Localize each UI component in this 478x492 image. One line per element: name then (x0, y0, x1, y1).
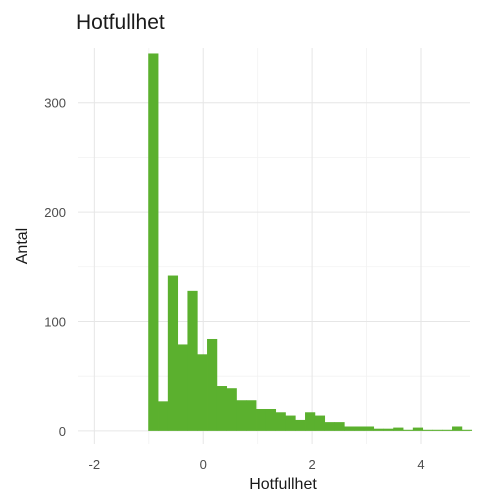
y-tick-label: 100 (44, 314, 66, 329)
histogram-bar (197, 354, 208, 431)
histogram-bar (383, 428, 394, 431)
histogram-bar (167, 275, 179, 431)
histogram-bar (265, 408, 277, 431)
histogram-bar (403, 429, 414, 431)
histogram-bar (236, 400, 247, 431)
x-tick-label: -2 (89, 457, 101, 472)
histogram-bar (148, 53, 159, 431)
histogram-bar (314, 415, 326, 431)
histogram-bar (216, 386, 228, 431)
x-axis-ticks: -2 0 2 4 (89, 457, 425, 472)
histogram-bar (373, 428, 384, 431)
histogram-bar (442, 429, 453, 431)
x-tick-label: 4 (417, 457, 424, 472)
y-axis-title: Antal (14, 228, 31, 264)
x-axis-title: Hotfullhet (249, 476, 317, 492)
histogram-bar (158, 401, 169, 431)
histogram-bar (226, 388, 237, 431)
histogram-bar (344, 426, 355, 431)
histogram-bar (207, 338, 218, 431)
y-axis-ticks: 0 100 200 300 (44, 96, 66, 439)
histogram-bars (148, 53, 473, 431)
histogram-bar (432, 429, 443, 431)
y-tick-label: 0 (59, 424, 66, 439)
histogram-bar (256, 408, 267, 431)
histogram-bar (334, 422, 345, 431)
histogram-bar (246, 400, 257, 431)
histogram-bar (285, 415, 296, 431)
y-tick-label: 200 (44, 205, 66, 220)
y-tick-label: 300 (44, 96, 66, 111)
x-tick-label: 2 (308, 457, 315, 472)
histogram-bar (452, 426, 463, 431)
histogram-bar (177, 344, 188, 431)
histogram-bar (187, 290, 198, 431)
histogram-bar (275, 412, 286, 431)
histogram-bar (393, 427, 404, 431)
histogram-bar (461, 429, 473, 431)
x-tick-label: 0 (200, 457, 207, 472)
histogram-bar (422, 429, 433, 431)
chart-title: Hotfullhet (76, 11, 165, 34)
histogram-bar (305, 412, 316, 431)
histogram-bar (363, 426, 375, 431)
histogram-bar (354, 426, 365, 431)
histogram-bar (324, 422, 335, 431)
histogram-bar (412, 427, 424, 431)
histogram-bar (295, 419, 306, 431)
